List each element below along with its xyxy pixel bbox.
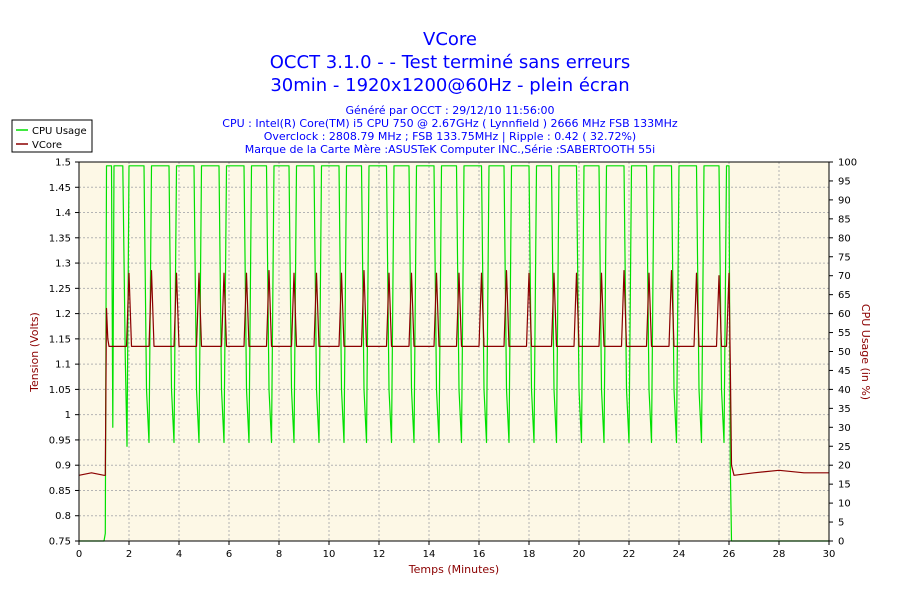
y-left-axis-ticks: 0.75 0.8 0.85 0.9 0.95 1 1.05 1.1 1.15 1.2 1.25 1.3… [49, 158, 79, 548]
legend-label-cpu-usage: CPU Usage [32, 126, 87, 137]
series-layer [78, 165, 829, 542]
y-right-tick-label: 95 [838, 176, 851, 187]
y-right-tick-label: 20 [838, 461, 851, 472]
y-right-tick-label: 10 [838, 499, 851, 510]
y-left-tick-label: 0.85 [49, 486, 71, 497]
series-line-vcore [78, 270, 829, 476]
x-tick-label: 22 [623, 549, 636, 560]
y-left-tick-label: 0.95 [49, 435, 71, 446]
y-left-axis-label: Tension (Volts) [28, 312, 41, 393]
y-right-tick-label: 0 [838, 537, 844, 548]
y-left-tick-label: 1 [65, 410, 71, 421]
y-right-tick-label: 15 [838, 480, 851, 491]
y-right-axis-ticks: 0 5 10 15 20 25 30 35 40 45 50 55 60 65 70 75 80 85 90 95 10… [829, 158, 857, 548]
y-right-tick-label: 50 [838, 347, 851, 358]
y-right-tick-label: 75 [838, 252, 851, 263]
y-right-tick-label: 40 [838, 385, 851, 396]
x-tick-label: 6 [226, 549, 232, 560]
x-tick-label: 24 [673, 549, 686, 560]
y-right-tick-label: 80 [838, 233, 851, 244]
x-axis-ticks: 0 2 4 6 8 10 12 14 16 18 20 22 24 26 28 30 [76, 541, 836, 560]
y-right-tick-label: 65 [838, 290, 851, 301]
x-tick-label: 16 [473, 549, 486, 560]
y-left-tick-label: 1.45 [49, 183, 71, 194]
info-motherboard: Marque de la Carte Mère :ASUSTeK Compute… [245, 143, 655, 156]
y-left-tick-label: 0.75 [49, 537, 71, 548]
x-tick-label: 8 [276, 549, 282, 560]
x-tick-label: 4 [176, 549, 182, 560]
chart-title: VCore [423, 29, 477, 50]
y-right-tick-label: 25 [838, 442, 851, 453]
y-right-tick-label: 30 [838, 423, 851, 434]
x-tick-label: 2 [126, 549, 132, 560]
series-line-cpu-usage [79, 165, 829, 542]
y-left-tick-label: 1.15 [49, 334, 71, 345]
x-tick-label: 30 [823, 549, 836, 560]
y-left-tick-label: 0.8 [55, 511, 71, 522]
x-tick-label: 0 [76, 549, 82, 560]
y-right-tick-label: 55 [838, 328, 851, 339]
legend-label-vcore: VCore [32, 140, 62, 151]
x-tick-label: 14 [423, 549, 436, 560]
y-left-tick-label: 1.2 [55, 309, 71, 320]
y-right-tick-label: 60 [838, 309, 851, 320]
x-tick-label: 26 [723, 549, 736, 560]
info-cpu: CPU : Intel(R) Core(TM) i5 CPU 750 @ 2.6… [222, 117, 678, 130]
x-tick-label: 28 [773, 549, 786, 560]
y-right-tick-label: 35 [838, 404, 851, 415]
y-left-tick-label: 0.9 [55, 461, 71, 472]
legend-box [11, 119, 93, 153]
y-right-tick-label: 70 [838, 271, 851, 282]
y-left-tick-label: 1.1 [55, 360, 71, 371]
x-tick-label: 12 [373, 549, 386, 560]
y-right-tick-label: 85 [838, 214, 851, 225]
y-right-tick-label: 45 [838, 366, 851, 377]
y-right-tick-label: 5 [838, 518, 844, 529]
y-left-tick-label: 1.4 [55, 208, 71, 219]
chart-subtitle-test: OCCT 3.1.0 - - Test terminé sans erreurs [270, 52, 630, 73]
chart-subtitle-resolution: 30min - 1920x1200@60Hz - plein écran [270, 75, 629, 96]
info-overclock: Overclock : 2808.79 MHz ; FSB 133.75MHz … [264, 130, 636, 143]
y-right-tick-label: 100 [838, 158, 857, 169]
y-left-tick-label: 1.35 [49, 233, 71, 244]
y-left-tick-label: 1.5 [55, 158, 71, 169]
plot-area [79, 162, 829, 541]
y-left-tick-label: 1.05 [49, 385, 71, 396]
x-tick-label: 10 [323, 549, 336, 560]
x-tick-label: 18 [523, 549, 536, 560]
info-generated: Généré par OCCT : 29/12/10 11:56:00 [345, 104, 554, 117]
x-axis-label: Temps (Minutes) [408, 563, 499, 576]
legend: CPU Usage VCore [11, 119, 93, 153]
x-tick-label: 20 [573, 549, 586, 560]
y-right-tick-label: 90 [838, 195, 851, 206]
y-left-tick-label: 1.3 [55, 259, 71, 270]
y-left-tick-label: 1.25 [49, 284, 71, 295]
y-right-axis-label: CPU Usage (in %) [859, 304, 872, 400]
